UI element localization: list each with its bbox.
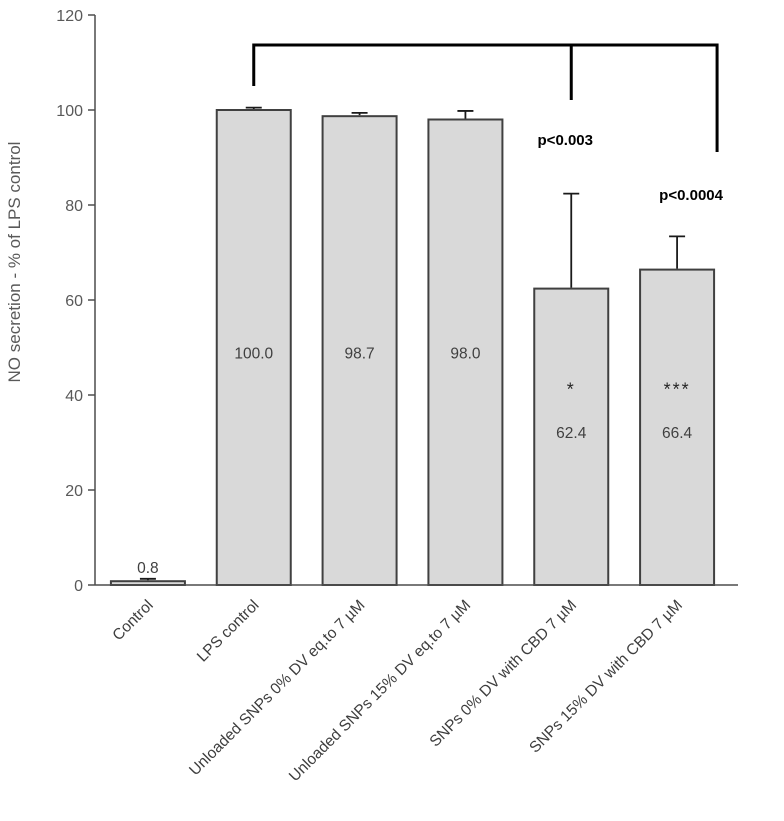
x-category-label: Control: [109, 597, 156, 644]
x-category-label: LPS control: [194, 597, 263, 666]
bar: [215, 109, 292, 586]
axes: 0 20 40 60 80 100 120: [56, 8, 738, 595]
bar: [321, 115, 398, 587]
bar-value-label: 100.0: [234, 345, 273, 362]
bar-value-label: 0.8: [137, 560, 159, 577]
bar-value-label: 98.0: [450, 345, 481, 362]
y-axis-title: NO secretion - % of LPS control: [5, 142, 24, 383]
y-tick-label: 80: [65, 198, 83, 215]
x-category-label: Unloaded SNPs 0% DV eq.to 7 µM: [186, 597, 368, 779]
p-value-label: p<0.003: [538, 132, 593, 149]
y-tick-label: 100: [56, 103, 83, 120]
bar: [533, 287, 610, 586]
x-category-label: Unloaded SNPs 15% DV eq.to 7 µM: [286, 597, 474, 785]
bar: [639, 268, 716, 586]
y-tick-label: 40: [65, 388, 83, 405]
bracket-line: [252, 43, 719, 152]
p-value-label: p<0.0004: [659, 187, 723, 204]
y-tick-label: 60: [65, 293, 83, 310]
error-bars: [139, 106, 686, 581]
bar-value-label: 98.7: [344, 345, 374, 362]
y-tick-label: 120: [56, 8, 83, 25]
significance-stars: ***: [664, 379, 691, 399]
significance-bracket: [252, 43, 719, 152]
y-tick-label: 20: [65, 483, 83, 500]
bars: [109, 109, 716, 587]
bar: [427, 118, 504, 586]
significance-stars: *: [567, 379, 576, 399]
bar-value-label: 62.4: [556, 425, 587, 442]
bar-value-label: 66.4: [662, 425, 693, 442]
labels: 0.8 Control 100.0 LPS control 98.7 Unloaded S…: [109, 132, 723, 785]
y-tick-label: 0: [74, 578, 83, 595]
